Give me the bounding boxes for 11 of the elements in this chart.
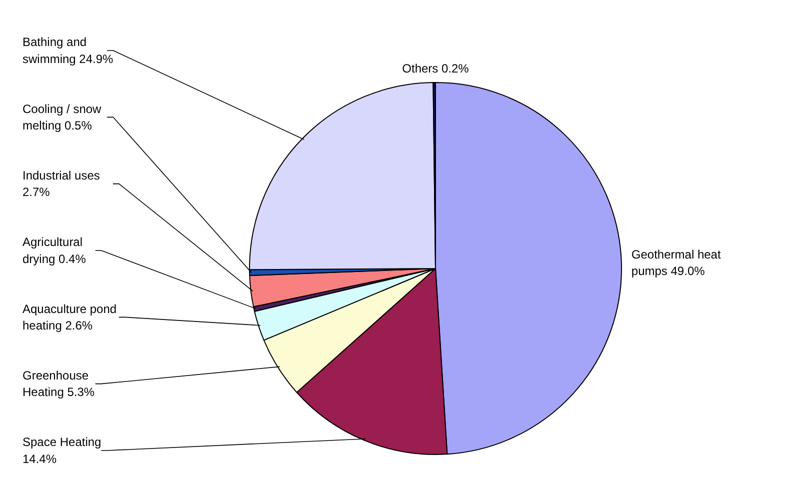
slice-label: Aquaculture pond heating 2.6% xyxy=(22,302,117,333)
slice-label: Others 0.2% xyxy=(402,62,470,76)
slice-label: Geothermal heat pumps 49.0% xyxy=(631,247,722,278)
data-label: 14.4% xyxy=(22,452,57,466)
slice-label: Agricultural drying 0.4% xyxy=(22,235,86,266)
data-label: 2.7% xyxy=(22,185,50,200)
slice-label: Bathing and swimming 24.9% xyxy=(22,35,114,66)
slice-label: Space Heating xyxy=(22,435,102,450)
slice-label: Industrial uses xyxy=(22,168,100,182)
slice-label: Greenhouse Heating 5.3% xyxy=(22,368,95,400)
slice-label: Cooling / snow melting 0.5% xyxy=(22,102,102,133)
